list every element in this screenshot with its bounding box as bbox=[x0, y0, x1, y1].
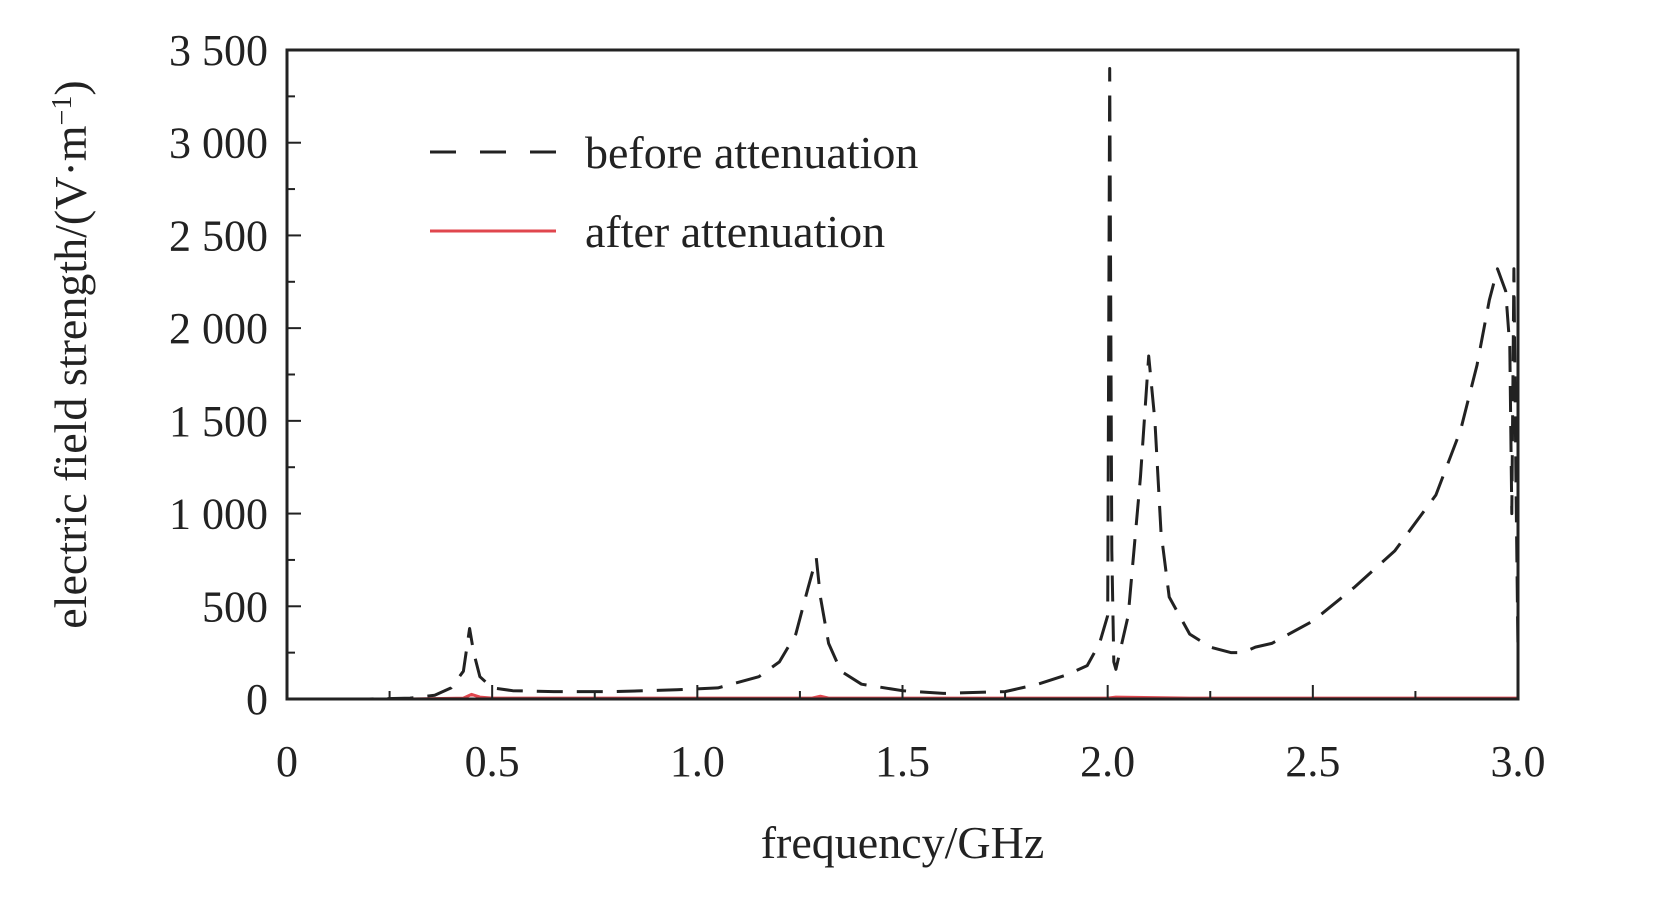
x-tick-label: 1.0 bbox=[670, 737, 725, 786]
legend-label-before: before attenuation bbox=[585, 127, 918, 178]
x-tick-label: 0.5 bbox=[465, 737, 520, 786]
x-tick-label: 2.5 bbox=[1285, 737, 1340, 786]
x-tick-label: 2.0 bbox=[1080, 737, 1135, 786]
y-axis-title: electric field strength/(V·m−1) bbox=[45, 80, 96, 628]
legend-label-after: after attenuation bbox=[585, 206, 885, 257]
x-tick-label: 1.5 bbox=[875, 737, 930, 786]
legend: before attenuation after attenuation bbox=[430, 127, 918, 257]
y-tick-label: 2 000 bbox=[169, 304, 268, 353]
y-tick-label: 1 500 bbox=[169, 397, 268, 446]
series-line-0 bbox=[307, 67, 1520, 701]
x-axis: 0 0.5 1.0 1.5 2.0 2.5 3.0 bbox=[276, 685, 1546, 786]
y-tick-label: 500 bbox=[202, 582, 268, 631]
x-axis-title: frequency/GHz bbox=[761, 817, 1045, 868]
y-axis-title-superscript: −1 bbox=[47, 96, 78, 126]
y-tick-label: 1 000 bbox=[169, 490, 268, 539]
y-tick-label: 3 000 bbox=[169, 119, 268, 168]
y-axis-title-main: electric field strength/(V·m bbox=[45, 125, 96, 628]
y-axis-title-close: ) bbox=[45, 80, 96, 95]
x-tick-label: 0 bbox=[276, 737, 298, 786]
y-tick-label: 3 500 bbox=[169, 26, 268, 75]
y-tick-label: 2 500 bbox=[169, 211, 268, 260]
y-axis: 0 500 1 000 1 500 2 000 2 500 3 000 3 500 bbox=[169, 26, 301, 724]
x-tick-label: 3.0 bbox=[1491, 737, 1546, 786]
y-tick-label: 0 bbox=[246, 675, 268, 724]
